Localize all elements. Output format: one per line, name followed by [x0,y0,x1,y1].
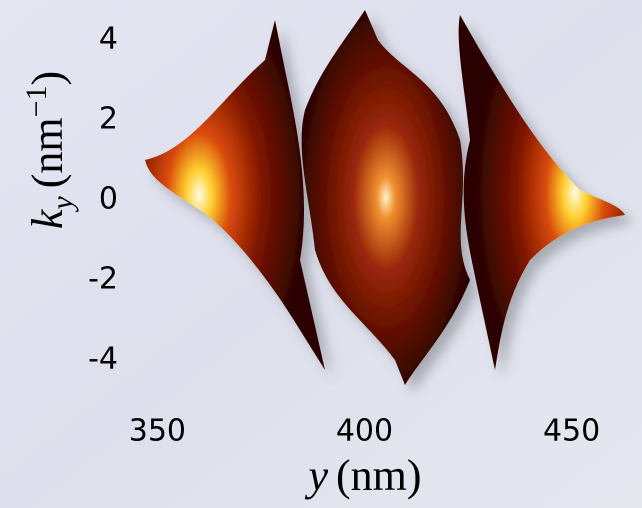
page: y(nm) ky(nm−1) 350400450420-2-4 (() => {… [0,0,642,508]
x-axis-label: y(nm) [304,451,421,500]
y-tick-label: -4 [88,342,118,377]
x-tick-label: 350 [129,414,186,449]
y-tick-label: 4 [99,22,118,57]
y-label-unit: (nm [23,117,72,188]
y-label-unit-close: ) [23,71,72,86]
x-label-unit: (nm) [336,451,422,500]
y-label-symbol: k [23,208,72,229]
x-tick-label: 450 [543,414,600,449]
x-label-symbol: y [304,451,328,500]
y-tick-label: -2 [88,262,118,297]
y-label-subscript: y [46,196,79,213]
chart: y(nm) ky(nm−1) 350400450420-2-4 [0,0,642,508]
x-tick-label: 400 [336,414,393,449]
y-tick-label: 0 [99,182,118,217]
y-tick-label: 2 [99,102,118,137]
y-label-superscript: −1 [20,85,53,117]
